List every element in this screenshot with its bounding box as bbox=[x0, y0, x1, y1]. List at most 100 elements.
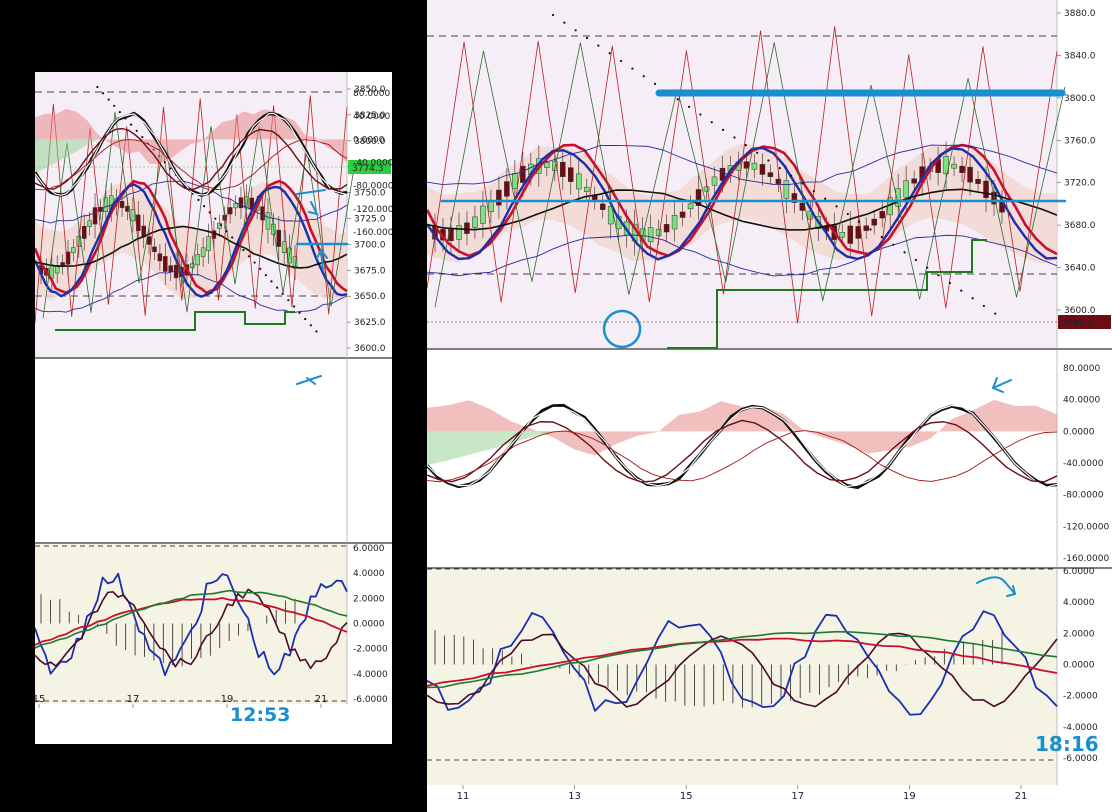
sar-dot bbox=[247, 255, 251, 258]
osc2-tick-label: 4.0000 bbox=[353, 569, 385, 579]
osc2-tick-label: -6.0000 bbox=[353, 695, 388, 705]
candle bbox=[711, 176, 718, 186]
candle bbox=[775, 178, 782, 184]
sar-dot bbox=[948, 281, 952, 285]
y-tick-label: 3680.0 bbox=[1064, 221, 1096, 231]
osc2-tick-label: 0.0000 bbox=[353, 620, 385, 630]
osc1-tick-label: -120.0000 bbox=[353, 205, 392, 215]
candle bbox=[583, 186, 590, 192]
sar-dot bbox=[676, 98, 679, 101]
candle bbox=[195, 254, 200, 266]
candle bbox=[895, 188, 901, 207]
sar-dot bbox=[107, 98, 110, 101]
sar-dot bbox=[926, 266, 929, 269]
sar-dot bbox=[231, 236, 234, 239]
candle bbox=[847, 225, 854, 244]
candle bbox=[480, 205, 486, 224]
sar-dot bbox=[699, 113, 702, 116]
candle bbox=[227, 207, 233, 215]
y-tick-label: 3760.0 bbox=[1064, 136, 1096, 146]
osc1-main-inner bbox=[35, 112, 348, 196]
osc2-tick-label: -4.0000 bbox=[353, 670, 388, 680]
current-price-label: 3774.3 bbox=[352, 164, 384, 174]
candle bbox=[152, 246, 157, 253]
fast-ma-blue bbox=[427, 146, 1058, 261]
candle bbox=[92, 207, 98, 225]
sar-dot bbox=[812, 189, 815, 193]
candle bbox=[911, 178, 917, 184]
candle bbox=[991, 191, 997, 205]
osc1-tick-label: 80.0000 bbox=[353, 89, 390, 99]
sar-dot bbox=[710, 121, 713, 124]
candle bbox=[520, 165, 526, 183]
sar-dot bbox=[733, 136, 736, 139]
osc1-tick-label: -80.0000 bbox=[353, 182, 392, 192]
candle bbox=[81, 226, 87, 239]
osc1-main-inner bbox=[427, 404, 1058, 488]
annotation-arrow bbox=[976, 576, 1017, 597]
osc1-tick-label: 40.0000 bbox=[1063, 396, 1100, 406]
sar-dot bbox=[903, 251, 906, 254]
candle bbox=[54, 265, 60, 274]
candle bbox=[504, 181, 510, 197]
right-timestamp: 18:16 bbox=[1035, 732, 1099, 756]
candle bbox=[751, 162, 758, 170]
candle bbox=[839, 232, 846, 238]
sar-dot bbox=[236, 242, 239, 245]
sar-dot bbox=[118, 110, 121, 114]
candle bbox=[759, 164, 766, 175]
sar-dot bbox=[197, 198, 200, 201]
sar-dot bbox=[846, 212, 849, 216]
osc1-tick-label: 80.0000 bbox=[1063, 364, 1100, 374]
osc2-tick-label: 4.0000 bbox=[1063, 598, 1095, 608]
annotation-arrow bbox=[296, 189, 326, 195]
y-tick-label: 3650.0 bbox=[354, 292, 386, 302]
candle bbox=[871, 218, 877, 226]
osc1-tick-label: -40.0000 bbox=[1063, 459, 1104, 469]
current-price-label: 3588.6 bbox=[1062, 319, 1094, 329]
sar-dot bbox=[551, 13, 555, 17]
osc2-medium-line bbox=[427, 632, 1058, 708]
sar-dot bbox=[225, 230, 228, 233]
candle bbox=[488, 200, 494, 212]
osc2-tick-label: -2.0000 bbox=[1063, 692, 1098, 702]
osc1-tick-label: -160.0000 bbox=[353, 228, 392, 238]
osc1-histogram-green bbox=[35, 139, 347, 174]
osc2-tick-label: 2.0000 bbox=[1063, 629, 1095, 639]
sar-dot bbox=[270, 280, 273, 283]
fast-ma-red bbox=[35, 179, 348, 295]
annotation-arrow bbox=[296, 375, 322, 385]
sar-dot bbox=[608, 52, 611, 55]
osc1-tick-label: 0.0000 bbox=[1063, 427, 1095, 437]
sar-dot bbox=[315, 330, 318, 333]
sar-dot bbox=[563, 21, 566, 24]
candle bbox=[544, 162, 550, 168]
candle bbox=[200, 247, 206, 257]
y-tick-label: 3880.0 bbox=[1064, 9, 1096, 19]
candle bbox=[265, 212, 271, 230]
osc1-tick-label: -160.0000 bbox=[1063, 554, 1109, 564]
osc2-tick-label: 2.0000 bbox=[353, 594, 385, 604]
sar-dot bbox=[135, 129, 138, 132]
y-tick-label: 3825.0 bbox=[354, 111, 386, 121]
candle bbox=[71, 247, 76, 254]
candle bbox=[687, 203, 694, 210]
candle bbox=[855, 226, 862, 239]
y-tick-label: 3840.0 bbox=[1064, 51, 1096, 61]
current-price-label-bg bbox=[348, 160, 391, 174]
osc1-tick-label: -80.0000 bbox=[1063, 491, 1104, 501]
y-tick-label: 3725.0 bbox=[354, 215, 386, 225]
sar-dot bbox=[276, 286, 279, 289]
candle bbox=[679, 211, 686, 218]
sar-dot bbox=[96, 85, 99, 89]
sar-dot bbox=[687, 105, 691, 108]
osc2-slow-green bbox=[427, 630, 1058, 689]
sar-dot bbox=[971, 297, 974, 300]
trailing-stop-green bbox=[667, 239, 987, 349]
x-tick-label: 21 bbox=[1015, 791, 1028, 802]
candle bbox=[464, 222, 470, 234]
sar-dot bbox=[914, 258, 917, 262]
osc1-tick-label: -120.0000 bbox=[1063, 522, 1109, 532]
x-tick-label: 13 bbox=[568, 791, 581, 802]
candle bbox=[130, 209, 136, 222]
